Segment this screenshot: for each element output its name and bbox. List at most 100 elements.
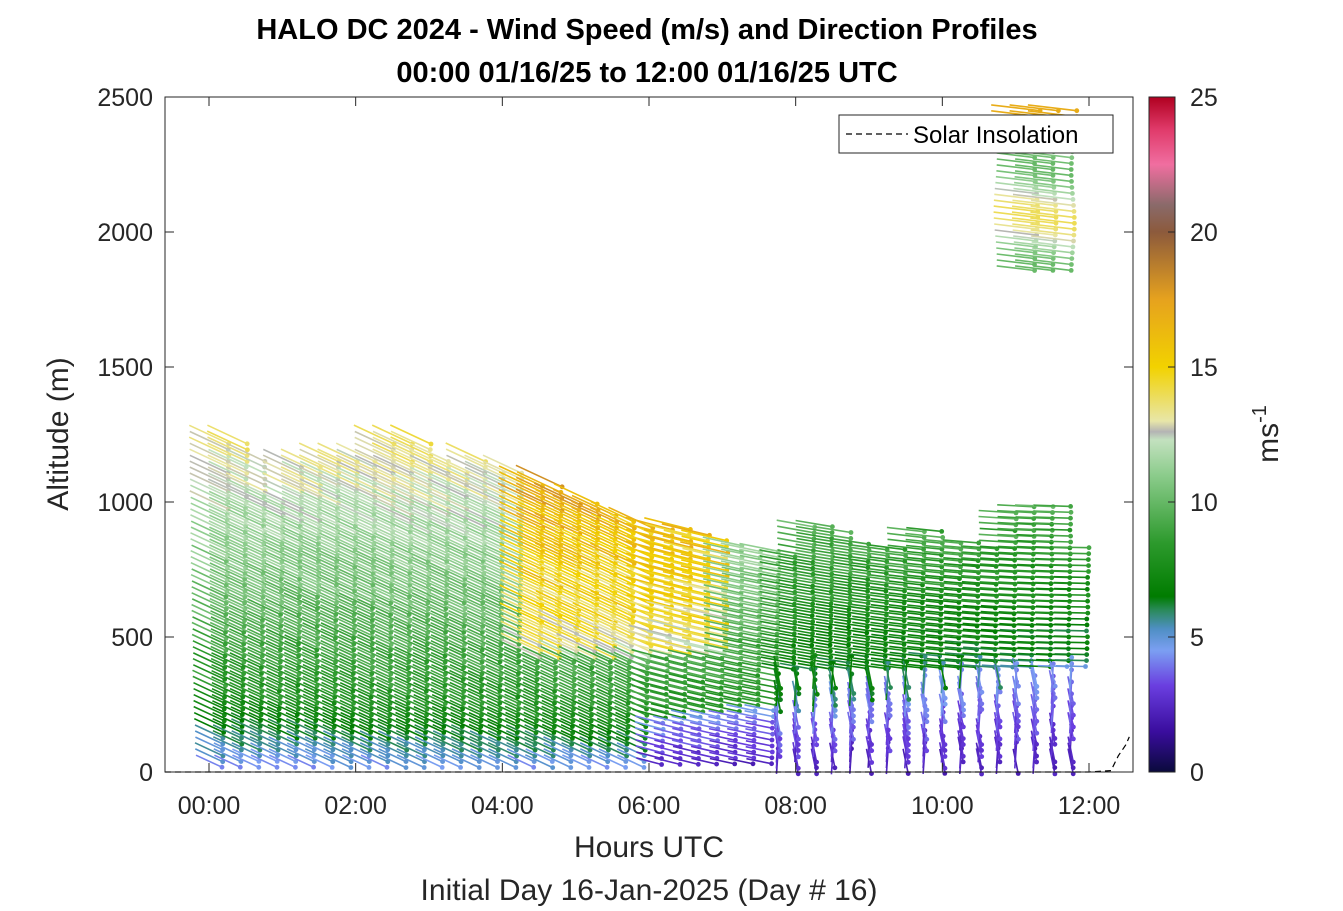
wind-vector-head (407, 594, 412, 600)
wind-vector (573, 608, 615, 629)
wind-vector (536, 578, 579, 600)
wind-vector (191, 609, 227, 628)
wind-vector (996, 158, 1035, 165)
wind-vector (592, 626, 632, 647)
wind-vector (337, 579, 374, 599)
wind-vector (631, 684, 667, 696)
wind-vector (595, 651, 630, 669)
wind-vector-head (851, 691, 857, 696)
wind-vector (961, 592, 997, 597)
wind-vector (396, 748, 425, 763)
wind-vector (977, 669, 981, 699)
wind-vector (281, 490, 320, 510)
wind-vector (412, 663, 446, 681)
wind-vector-head (778, 709, 783, 715)
wind-vector (796, 609, 832, 617)
wind-vector (631, 690, 667, 702)
wind-vector (1053, 581, 1088, 585)
wind-vector-head (369, 618, 375, 623)
wind-vector-head (370, 630, 375, 635)
wind-vector (664, 600, 708, 613)
wind-vector (377, 723, 408, 740)
wind-vector (488, 754, 517, 769)
wind-vector (1033, 158, 1072, 165)
wind-vector (300, 556, 338, 575)
y-tick-label: 1500 (97, 354, 153, 382)
wind-vector (1027, 104, 1077, 112)
wind-vector (560, 729, 591, 746)
wind-vector (979, 539, 1016, 544)
wind-vector (683, 607, 725, 619)
wind-vector (450, 724, 481, 739)
wind-vector (464, 478, 504, 498)
wind-vector (523, 699, 555, 716)
wind-vector-head (1071, 736, 1076, 742)
wind-vector (465, 514, 503, 533)
wind-vector (484, 592, 520, 610)
wind-vector (597, 723, 628, 740)
wind-vector (1054, 617, 1087, 620)
wind-vector (286, 718, 316, 733)
wind-vector-head (386, 724, 392, 730)
wind-vector (357, 699, 391, 716)
wind-vector (287, 754, 314, 768)
wind-vector (833, 585, 868, 593)
wind-vector (720, 542, 761, 553)
wind-vector (283, 586, 319, 604)
wind-vector (375, 663, 410, 681)
wind-vector (815, 644, 850, 652)
wind-vector (282, 544, 319, 563)
wind-vector (591, 530, 634, 552)
wind-vector (451, 742, 481, 757)
wind-vector (1014, 253, 1054, 260)
wind-vector (301, 627, 337, 646)
wind-vector (356, 556, 392, 575)
wind-vector (209, 562, 246, 580)
wind-vector-head (851, 719, 856, 725)
wind-vector-head (847, 601, 853, 606)
wind-vector (704, 667, 741, 677)
wind-vector-head (829, 559, 835, 565)
wind-vector (226, 496, 265, 516)
wind-vector-head (920, 576, 926, 582)
wind-vector (907, 657, 941, 663)
wind-vector (997, 533, 1035, 538)
wind-vector (244, 496, 284, 516)
wind-vector (393, 639, 428, 657)
x-tick-label: 08:00 (764, 792, 827, 820)
wind-vector (486, 699, 519, 716)
wind-vector (412, 675, 446, 693)
wind-vector (500, 590, 541, 611)
wind-vector (998, 575, 1033, 579)
wind-vector (636, 757, 662, 766)
wind-vector (888, 615, 923, 622)
wind-vector-head (848, 536, 854, 541)
wind-vector (1000, 664, 1032, 668)
wind-vector (264, 508, 301, 527)
wind-vector (626, 606, 672, 620)
wind-vector (680, 541, 728, 554)
wind-vector (301, 550, 337, 569)
wind-vector (979, 587, 1016, 591)
wind-vector (571, 494, 617, 517)
wind-vector (211, 681, 244, 698)
wind-vector (705, 691, 740, 701)
wind-vector (396, 736, 425, 751)
wind-vector-head (297, 576, 302, 582)
wind-vector (376, 705, 409, 722)
wind-vector (704, 655, 740, 665)
wind-vector (609, 590, 652, 612)
wind-vector (263, 484, 302, 504)
wind-vector (579, 748, 609, 763)
wind-vector (703, 607, 741, 618)
wind-vector (409, 490, 449, 510)
wind-vector (191, 568, 227, 586)
wind-vector-head (311, 764, 316, 770)
wind-vector (830, 748, 834, 775)
wind-vector (554, 560, 598, 582)
wind-vector (741, 661, 777, 671)
wind-vector (446, 472, 486, 492)
wind-vector (852, 633, 886, 640)
wind-vector (302, 681, 336, 698)
wind-vector (610, 602, 651, 623)
